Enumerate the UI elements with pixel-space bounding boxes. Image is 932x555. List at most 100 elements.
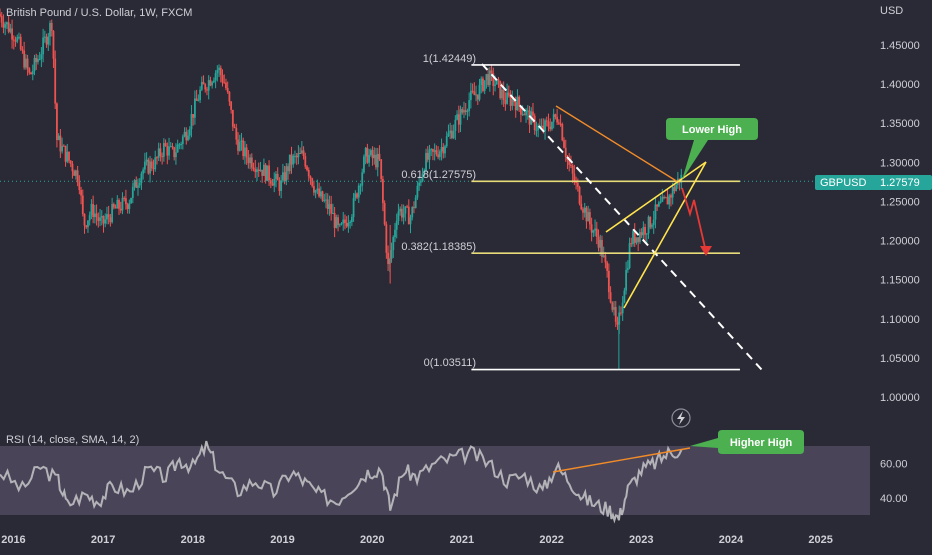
candle-body <box>140 173 143 184</box>
candle-body <box>43 36 46 38</box>
candle-body <box>168 146 170 156</box>
candle-body <box>131 186 134 198</box>
candle-body <box>52 30 55 59</box>
candle-body <box>169 146 172 148</box>
candle-body <box>626 268 629 270</box>
candle-body <box>423 170 426 174</box>
candle-body <box>12 39 15 41</box>
candle-body <box>26 58 29 69</box>
candle-body <box>663 196 665 198</box>
year-tick-label: 2017 <box>91 534 115 546</box>
candle-body <box>649 216 652 228</box>
candle-body <box>240 140 243 143</box>
candle-body <box>154 157 157 170</box>
fib-label-0: 0(1.03511) <box>424 357 476 369</box>
candle-body <box>587 212 590 222</box>
candle-body <box>47 36 50 45</box>
candle-body <box>639 232 641 242</box>
price-tick-label: 1.40000 <box>880 79 920 91</box>
candle-body <box>437 154 440 158</box>
candle-body <box>114 207 117 209</box>
candle-body <box>69 160 72 164</box>
lightning-icon[interactable] <box>671 408 691 428</box>
candle-body <box>576 182 579 187</box>
overlays-layer <box>0 63 815 371</box>
candle-body <box>547 121 550 127</box>
candle-body <box>664 197 667 199</box>
candle-body <box>402 213 405 218</box>
candle-body <box>9 28 12 32</box>
candle-body <box>347 222 350 227</box>
candle-body <box>262 164 265 176</box>
candle-body <box>61 145 63 152</box>
candle-body <box>130 197 132 204</box>
candle-body <box>35 57 38 63</box>
candle-body <box>54 58 57 104</box>
candle-body <box>519 106 522 115</box>
candle-body <box>178 144 181 146</box>
candle-body <box>102 216 105 224</box>
candle-body <box>671 187 674 198</box>
candle-body <box>654 204 657 220</box>
candle-body <box>387 252 389 265</box>
candle-body <box>449 130 452 134</box>
candle-body <box>294 155 296 157</box>
candle-body <box>23 50 26 68</box>
candle-body <box>33 57 36 72</box>
candle-body <box>385 224 388 253</box>
candle-body <box>380 159 383 180</box>
candle-body <box>582 209 584 213</box>
candle-body <box>195 98 198 101</box>
candle-body <box>166 145 169 156</box>
candle-body <box>559 123 562 125</box>
candle-body <box>62 145 65 147</box>
candle-body <box>588 212 591 225</box>
candle-body <box>549 126 552 130</box>
candle-body <box>185 131 188 141</box>
candle-body <box>209 80 212 86</box>
candle-body <box>275 173 277 179</box>
candle-body <box>83 213 86 226</box>
candle-body <box>137 185 139 188</box>
candle-body <box>594 228 596 231</box>
candle-body <box>640 232 643 236</box>
candle-body <box>645 233 648 235</box>
price-tick-label: 1.20000 <box>880 236 920 248</box>
candle-body <box>85 225 88 228</box>
candle-body <box>161 156 164 158</box>
candle-body <box>435 150 438 155</box>
wedge-upper-line <box>605 161 707 233</box>
candle-body <box>630 243 633 245</box>
candle-body <box>492 73 495 86</box>
candle-body <box>430 149 433 151</box>
candle-body <box>19 36 22 50</box>
candle-body <box>247 157 250 164</box>
candle-body <box>675 184 678 191</box>
candle-body <box>316 188 319 191</box>
candle-body <box>366 147 369 163</box>
candle-body <box>440 147 443 152</box>
candle-body <box>238 142 241 151</box>
candle-body <box>152 168 155 170</box>
candle-body <box>306 166 308 170</box>
candle-body <box>652 219 655 225</box>
wedge-lower-line <box>623 161 707 309</box>
candle-body <box>18 36 20 38</box>
candle-body <box>2 22 5 28</box>
candle-body <box>21 49 24 51</box>
candle-body <box>568 160 571 165</box>
candle-body <box>540 125 543 128</box>
candle-body <box>138 183 141 186</box>
candle-body <box>78 182 81 191</box>
candle-body <box>97 217 100 221</box>
candle-body <box>609 292 612 303</box>
candle-body <box>221 75 224 83</box>
candle-body <box>80 190 82 196</box>
candle-body <box>647 216 650 234</box>
candle-body <box>319 191 322 197</box>
candle-body <box>278 180 281 191</box>
candle-body <box>283 172 286 182</box>
candle-body <box>632 231 634 245</box>
candle-body <box>225 82 227 89</box>
